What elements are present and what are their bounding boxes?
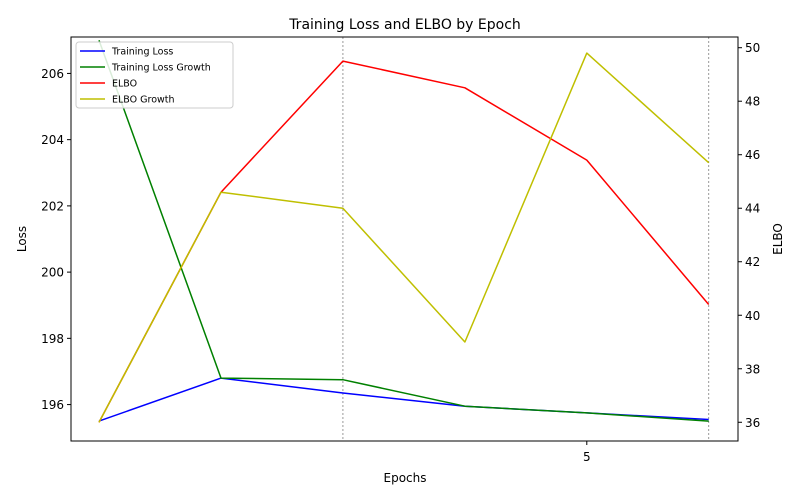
legend-label-training-loss: Training Loss bbox=[111, 47, 173, 58]
right-tick-label: 44 bbox=[745, 202, 760, 216]
left-y-axis-label: Loss bbox=[15, 226, 29, 252]
chart-title: Training Loss and ELBO by Epoch bbox=[288, 17, 521, 33]
right-tick-label: 36 bbox=[745, 416, 760, 430]
series-line-training-loss-growth bbox=[98, 40, 709, 422]
plot-frame bbox=[70, 36, 739, 442]
legend-label-training-loss-growth: Training Loss Growth bbox=[111, 63, 211, 74]
left-tick-label: 202 bbox=[41, 199, 64, 213]
left-tick-label: 204 bbox=[41, 133, 64, 147]
vertical-reference-lines bbox=[342, 37, 710, 441]
series-lines bbox=[98, 40, 710, 423]
right-tick-label: 46 bbox=[745, 148, 760, 162]
legend-label-elbo: ELBO bbox=[112, 79, 137, 90]
x-axis-label: Epochs bbox=[384, 471, 427, 485]
legend-label-elbo-growth: ELBO Growth bbox=[112, 95, 175, 106]
left-y-axis: 196 198 200 202 204 206 bbox=[41, 67, 71, 412]
right-tick-label: 50 bbox=[745, 41, 760, 55]
x-axis: 5 bbox=[583, 441, 591, 464]
left-tick-label: 206 bbox=[41, 67, 64, 81]
left-tick-label: 196 bbox=[41, 398, 64, 412]
right-tick-label: 38 bbox=[745, 362, 760, 376]
right-tick-label: 42 bbox=[745, 255, 760, 269]
right-y-axis: 36 38 40 42 44 46 48 50 bbox=[738, 41, 760, 430]
left-tick-label: 198 bbox=[41, 332, 64, 346]
x-tick-label: 5 bbox=[583, 450, 591, 464]
right-tick-label: 40 bbox=[745, 309, 760, 323]
legend-box bbox=[75, 41, 234, 109]
series-line-elbo bbox=[98, 60, 710, 423]
right-y-axis-label: ELBO bbox=[771, 223, 785, 255]
legend: Training Loss Training Loss Growth ELBO ELB… bbox=[75, 41, 234, 109]
left-tick-label: 200 bbox=[41, 266, 64, 280]
series-line-elbo-growth bbox=[98, 52, 710, 423]
right-tick-label: 48 bbox=[745, 95, 760, 109]
